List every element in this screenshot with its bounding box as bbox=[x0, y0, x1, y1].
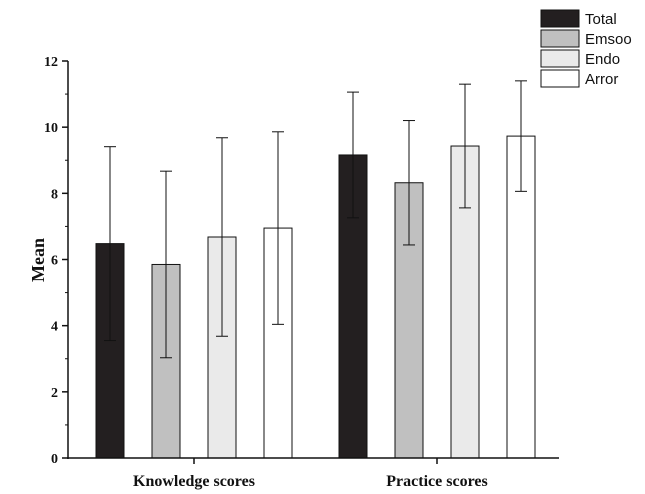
y-tick-label: 4 bbox=[51, 320, 58, 335]
x-axis: Knowledge scores Practice scores bbox=[67, 457, 559, 490]
error-bar-endo-1 bbox=[459, 83, 471, 209]
y-tick-label: 10 bbox=[44, 121, 58, 136]
plot-area bbox=[95, 80, 536, 459]
error-bar-emsoo-0 bbox=[160, 170, 172, 359]
legend-label: Endo bbox=[585, 51, 620, 68]
y-tick-label: 0 bbox=[51, 452, 58, 467]
error-bar-endo-0 bbox=[216, 137, 228, 337]
legend-item-emsoo: Emsoo bbox=[540, 29, 632, 48]
legend-label: Arror bbox=[585, 71, 618, 88]
y-tick-label: 8 bbox=[51, 187, 58, 202]
legend-swatch bbox=[540, 9, 580, 28]
legend-swatch bbox=[540, 29, 580, 48]
x-tick-label: Knowledge scores bbox=[133, 473, 255, 490]
error-bar-total-1 bbox=[347, 91, 359, 219]
y-axis: 0 2 4 6 8 10 12 bbox=[44, 55, 69, 467]
legend-item-endo: Endo bbox=[540, 49, 620, 68]
legend-item-arror: Arror bbox=[540, 69, 618, 88]
legend-swatch bbox=[540, 69, 580, 88]
y-axis-title: Mean bbox=[28, 238, 48, 282]
legend-swatch bbox=[540, 49, 580, 68]
legend: Total Emsoo Endo Arror bbox=[540, 9, 632, 88]
y-tick-label: 6 bbox=[51, 254, 58, 269]
error-bar-arror-1 bbox=[515, 80, 527, 192]
x-tick-label: Practice scores bbox=[386, 473, 487, 490]
error-bar-emsoo-1 bbox=[403, 120, 415, 246]
y-tick-label: 2 bbox=[51, 386, 58, 401]
error-bar-total-0 bbox=[104, 146, 116, 342]
y-tick-label: 12 bbox=[44, 55, 58, 70]
legend-label: Emsoo bbox=[585, 31, 632, 48]
error-bar-arror-0 bbox=[272, 131, 284, 325]
legend-label: Total bbox=[585, 11, 617, 28]
legend-item-total: Total bbox=[540, 9, 617, 28]
